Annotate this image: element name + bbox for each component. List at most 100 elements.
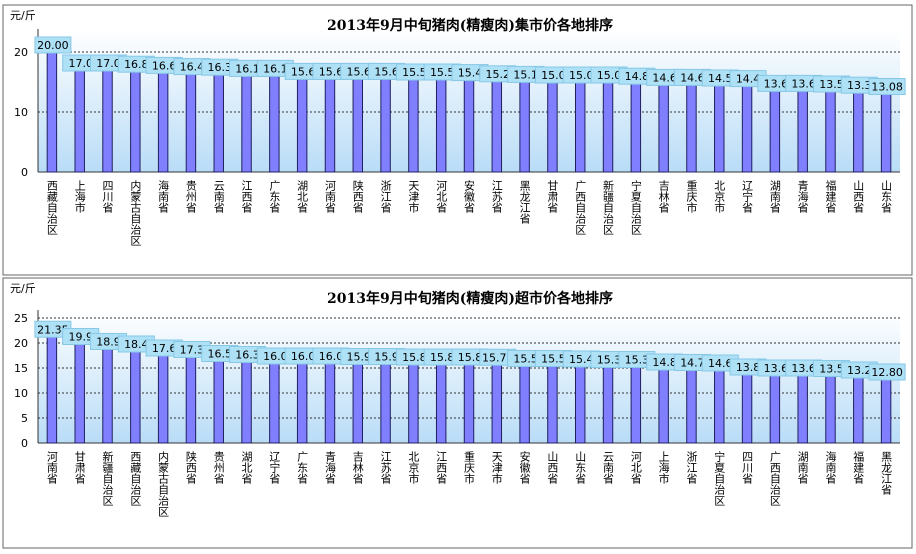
- bar: [714, 369, 725, 444]
- value-label-box: [34, 36, 72, 54]
- x-tick-label: 陕西省: [351, 179, 364, 214]
- value-label: 15.1: [513, 68, 538, 81]
- y-tick-label: 15: [14, 362, 28, 375]
- value-label: 16.5: [207, 348, 232, 361]
- value-label: 15.6: [319, 65, 344, 78]
- value-label: 15.6: [374, 65, 399, 78]
- value-label: 15.5: [513, 353, 538, 366]
- x-tick-label: 黑龙江省: [880, 451, 893, 496]
- bar: [408, 363, 419, 444]
- x-tick-label: 湖南省: [768, 180, 781, 214]
- x-tick-label: 海南省: [157, 179, 170, 214]
- bar: [130, 70, 141, 173]
- bar: [491, 80, 503, 173]
- y-tick-label: 20: [14, 46, 28, 59]
- bar: [352, 77, 364, 173]
- bar: [602, 81, 614, 173]
- value-label: 16.1: [263, 62, 288, 75]
- bar: [324, 362, 336, 444]
- value-label: 13.2: [847, 364, 872, 377]
- value-label: 16.8: [124, 58, 149, 71]
- bar: [853, 91, 864, 173]
- x-tick-label: 河南省: [45, 451, 58, 485]
- x-tick-label: 陕西省: [184, 450, 197, 485]
- bar: [547, 365, 558, 444]
- x-tick-label: 江苏省: [490, 180, 503, 214]
- x-tick-label: 河北省: [435, 180, 448, 214]
- x-tick-label: 黑龙江省: [518, 180, 531, 225]
- x-tick-label: 吉林省: [351, 451, 364, 485]
- bar: [630, 82, 642, 173]
- x-tick-label: 辽宁省: [268, 451, 281, 485]
- value-label: 15.9: [347, 351, 372, 364]
- value-label: 15.9: [374, 351, 399, 364]
- x-tick-label: 天津市: [490, 451, 503, 485]
- x-tick-label: 湖南省: [796, 451, 809, 485]
- bar: [519, 365, 530, 444]
- bar: [185, 356, 197, 444]
- x-tick-label: 云南省: [212, 180, 225, 214]
- value-label-box: [868, 363, 906, 381]
- bar: [686, 369, 697, 444]
- x-tick-label: 福建省: [852, 450, 865, 485]
- value-label: 15.2: [486, 68, 511, 81]
- x-tick-label: 山西省: [546, 451, 559, 485]
- bar: [74, 69, 85, 173]
- bar: [213, 360, 224, 444]
- value-label: 16.0: [263, 350, 288, 363]
- x-tick-label: 北京市: [407, 451, 420, 485]
- x-tick-label: 辽宁省: [741, 180, 754, 214]
- x-tick-label: 山东省: [880, 180, 893, 214]
- x-tick-label: 安徽省: [518, 450, 531, 485]
- x-tick-label: 山西省: [852, 180, 865, 214]
- x-tick-label: 内蒙古自治区: [129, 179, 142, 246]
- x-tick-label: 上海市: [657, 451, 670, 485]
- chart-title: 2013年9月中旬猪肉(精瘦肉)集市价各地排序: [327, 17, 613, 34]
- value-label: 15.8: [402, 351, 427, 364]
- value-label: 13.8: [736, 361, 761, 374]
- x-tick-label: 江苏省: [379, 451, 392, 485]
- bar: [435, 78, 447, 173]
- value-label: 15.8: [458, 351, 483, 364]
- x-tick-label: 广西自治区: [574, 180, 587, 235]
- value-label: 14.6: [652, 71, 677, 84]
- x-tick-label: 重庆市: [685, 179, 698, 214]
- bar: [185, 73, 197, 173]
- bar: [741, 85, 753, 173]
- value-label: 13.3: [847, 79, 872, 92]
- value-label: 18.9: [96, 336, 121, 349]
- bar: [602, 366, 614, 444]
- bar: [241, 361, 252, 444]
- bar: [714, 84, 725, 173]
- value-label: 15.75: [482, 351, 514, 364]
- value-label: 19.9: [68, 331, 93, 344]
- value-label: 14.4: [736, 73, 761, 86]
- bar: [435, 363, 447, 444]
- value-label: 13.6: [791, 362, 816, 375]
- value-label: 12.80: [871, 366, 903, 379]
- bar: [296, 362, 308, 444]
- x-tick-label: 福建省: [824, 179, 837, 214]
- x-tick-label: 河北省: [629, 451, 642, 485]
- bar: [157, 71, 169, 173]
- value-label: 16.3: [207, 61, 232, 74]
- x-tick-label: 贵州省: [184, 180, 197, 214]
- bar: [880, 378, 892, 444]
- bar: [880, 93, 892, 173]
- x-tick-label: 宁夏自治区: [713, 450, 726, 506]
- value-label: 14.7: [680, 357, 705, 370]
- x-tick-label: 山东省: [574, 451, 587, 485]
- x-tick-label: 甘肃省: [73, 451, 86, 485]
- value-label: 15.5: [430, 66, 455, 79]
- bar: [241, 74, 252, 173]
- x-tick-label: 吉林省: [657, 180, 670, 214]
- x-tick-label: 浙江省: [379, 180, 392, 214]
- bar: [797, 374, 808, 444]
- value-label: 17.0: [96, 57, 121, 70]
- value-label: 13.6: [764, 362, 789, 375]
- bar: [658, 83, 669, 173]
- value-label: 20.00: [37, 39, 69, 52]
- bar: [269, 74, 280, 173]
- bar: [574, 81, 586, 173]
- value-label: 15.5: [402, 66, 427, 79]
